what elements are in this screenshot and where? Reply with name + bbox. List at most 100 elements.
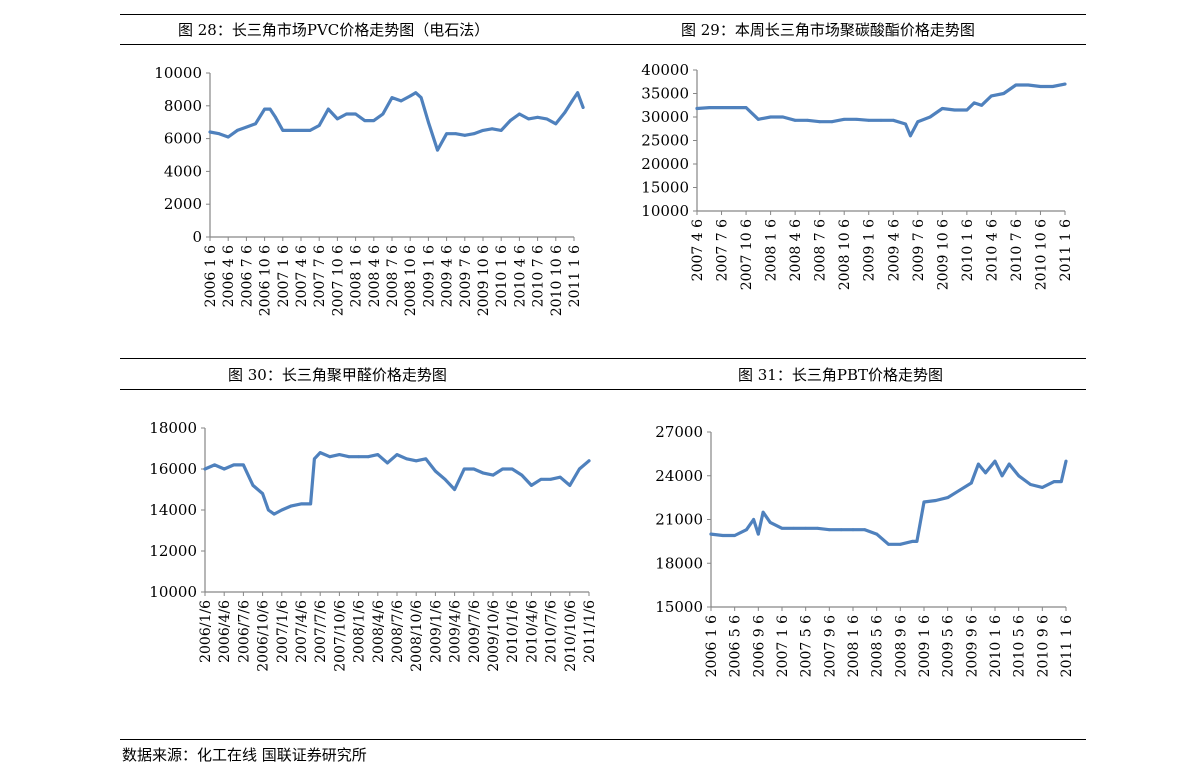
data-point (414, 91, 418, 95)
x-tick-label: 2010 10 6 (1033, 219, 1049, 290)
data-point (990, 94, 993, 98)
y-tick-label: 8000 (164, 97, 202, 115)
x-tick-label: 2008 4 6 (788, 219, 804, 281)
data-point (530, 484, 533, 487)
data-point (266, 508, 270, 512)
x-tick-label: 2009 4 6 (886, 219, 902, 281)
y-tick-label: 10000 (149, 583, 197, 601)
x-tick-label: 2009 10 6 (476, 245, 492, 316)
data-point (472, 467, 476, 471)
data-point (1017, 474, 1021, 478)
data-point (1051, 85, 1055, 88)
y-tick-label: 35000 (641, 85, 689, 103)
x-tick-label: 2007 10 6 (330, 245, 346, 316)
data-point (539, 477, 543, 481)
data-point (721, 534, 725, 537)
data-point (376, 453, 380, 457)
data-point (977, 462, 980, 466)
data-point (527, 117, 530, 121)
data-point (405, 457, 408, 461)
y-tick-label: 15000 (655, 598, 703, 616)
data-point (1002, 92, 1006, 95)
x-tick-label: 2006 1 6 (704, 615, 720, 677)
data-point (299, 502, 303, 506)
figure-29-caption: 图 29：本周长三角市场聚碳酸酯价格走势图 (681, 21, 975, 39)
y-tick-label: 14000 (149, 501, 197, 519)
data-point (499, 129, 503, 132)
data-point (453, 488, 456, 491)
data-point (587, 459, 591, 463)
x-tick-label: 2010/4/6 (524, 600, 540, 663)
data-point (909, 134, 912, 138)
data-point (570, 99, 574, 103)
data-point (338, 453, 341, 457)
data-point (1039, 85, 1042, 88)
data-point (261, 492, 264, 495)
data-point (226, 135, 230, 139)
y-tick-label: 18000 (655, 554, 703, 572)
x-tick-label: 2009/10/6 (486, 600, 502, 672)
data-point (395, 453, 399, 457)
data-point (213, 463, 217, 467)
data-point (545, 117, 549, 121)
data-point (928, 115, 932, 119)
x-tick-label: 2006/1/6 (198, 600, 214, 663)
data-point (427, 120, 430, 124)
y-tick-label: 20000 (641, 155, 689, 173)
x-tick-label: 2009 7 6 (458, 245, 474, 307)
y-tick-label: 30000 (641, 108, 689, 126)
data-point (549, 477, 552, 481)
data-point (1052, 480, 1056, 483)
data-point (752, 518, 755, 521)
x-tick-label: 2008/7/6 (390, 600, 406, 663)
data-point (414, 459, 418, 463)
x-tick-label: 2008/10/6 (409, 600, 425, 672)
x-tick-label: 2010 9 6 (1035, 615, 1051, 677)
data-point (707, 106, 711, 109)
data-point (806, 118, 809, 122)
data-point (720, 106, 723, 109)
data-point (793, 118, 797, 122)
data-point (1014, 83, 1018, 87)
data-point (804, 526, 808, 530)
x-tick-label: 2008 1 6 (846, 615, 862, 677)
data-point (816, 526, 819, 530)
data-point (251, 484, 255, 487)
data-point (1029, 483, 1032, 486)
data-point (326, 107, 330, 111)
data-point (842, 117, 846, 121)
data-point (745, 528, 748, 532)
y-tick-label: 40000 (641, 61, 689, 79)
data-point (851, 528, 855, 532)
data-point (1064, 459, 1068, 463)
data-point (268, 107, 272, 111)
data-point (934, 499, 938, 502)
data-point (940, 107, 944, 110)
data-point (891, 118, 895, 122)
data-point (272, 512, 276, 516)
y-tick-label: 16000 (149, 460, 197, 478)
data-point (347, 455, 351, 459)
data-point (578, 467, 581, 471)
data-point (756, 117, 760, 121)
data-point (839, 528, 843, 532)
data-point (863, 528, 867, 532)
data-point (915, 539, 919, 543)
figure-30-caption: 图 30：长三角聚甲醛价格走势图 (228, 366, 447, 384)
data-point (217, 132, 221, 136)
y-tick-label: 15000 (641, 179, 689, 197)
x-tick-label: 2010 7 6 (531, 245, 547, 307)
y-tick-label: 18000 (149, 419, 197, 437)
x-tick-label: 2010/10/6 (563, 600, 579, 672)
bottom-rule (120, 739, 1086, 740)
x-tick-label: 2007 4 6 (690, 219, 706, 281)
x-tick-label: 2010 5 6 (1012, 615, 1028, 677)
data-point (357, 455, 360, 459)
x-tick-label: 2010/7/6 (544, 600, 560, 663)
x-tick-label: 2008 9 6 (893, 615, 909, 677)
y-tick-label: 0 (192, 228, 202, 246)
data-point (581, 106, 585, 109)
x-tick-label: 2011/1/6 (582, 600, 598, 663)
data-point (916, 120, 920, 124)
data-point (445, 132, 448, 136)
